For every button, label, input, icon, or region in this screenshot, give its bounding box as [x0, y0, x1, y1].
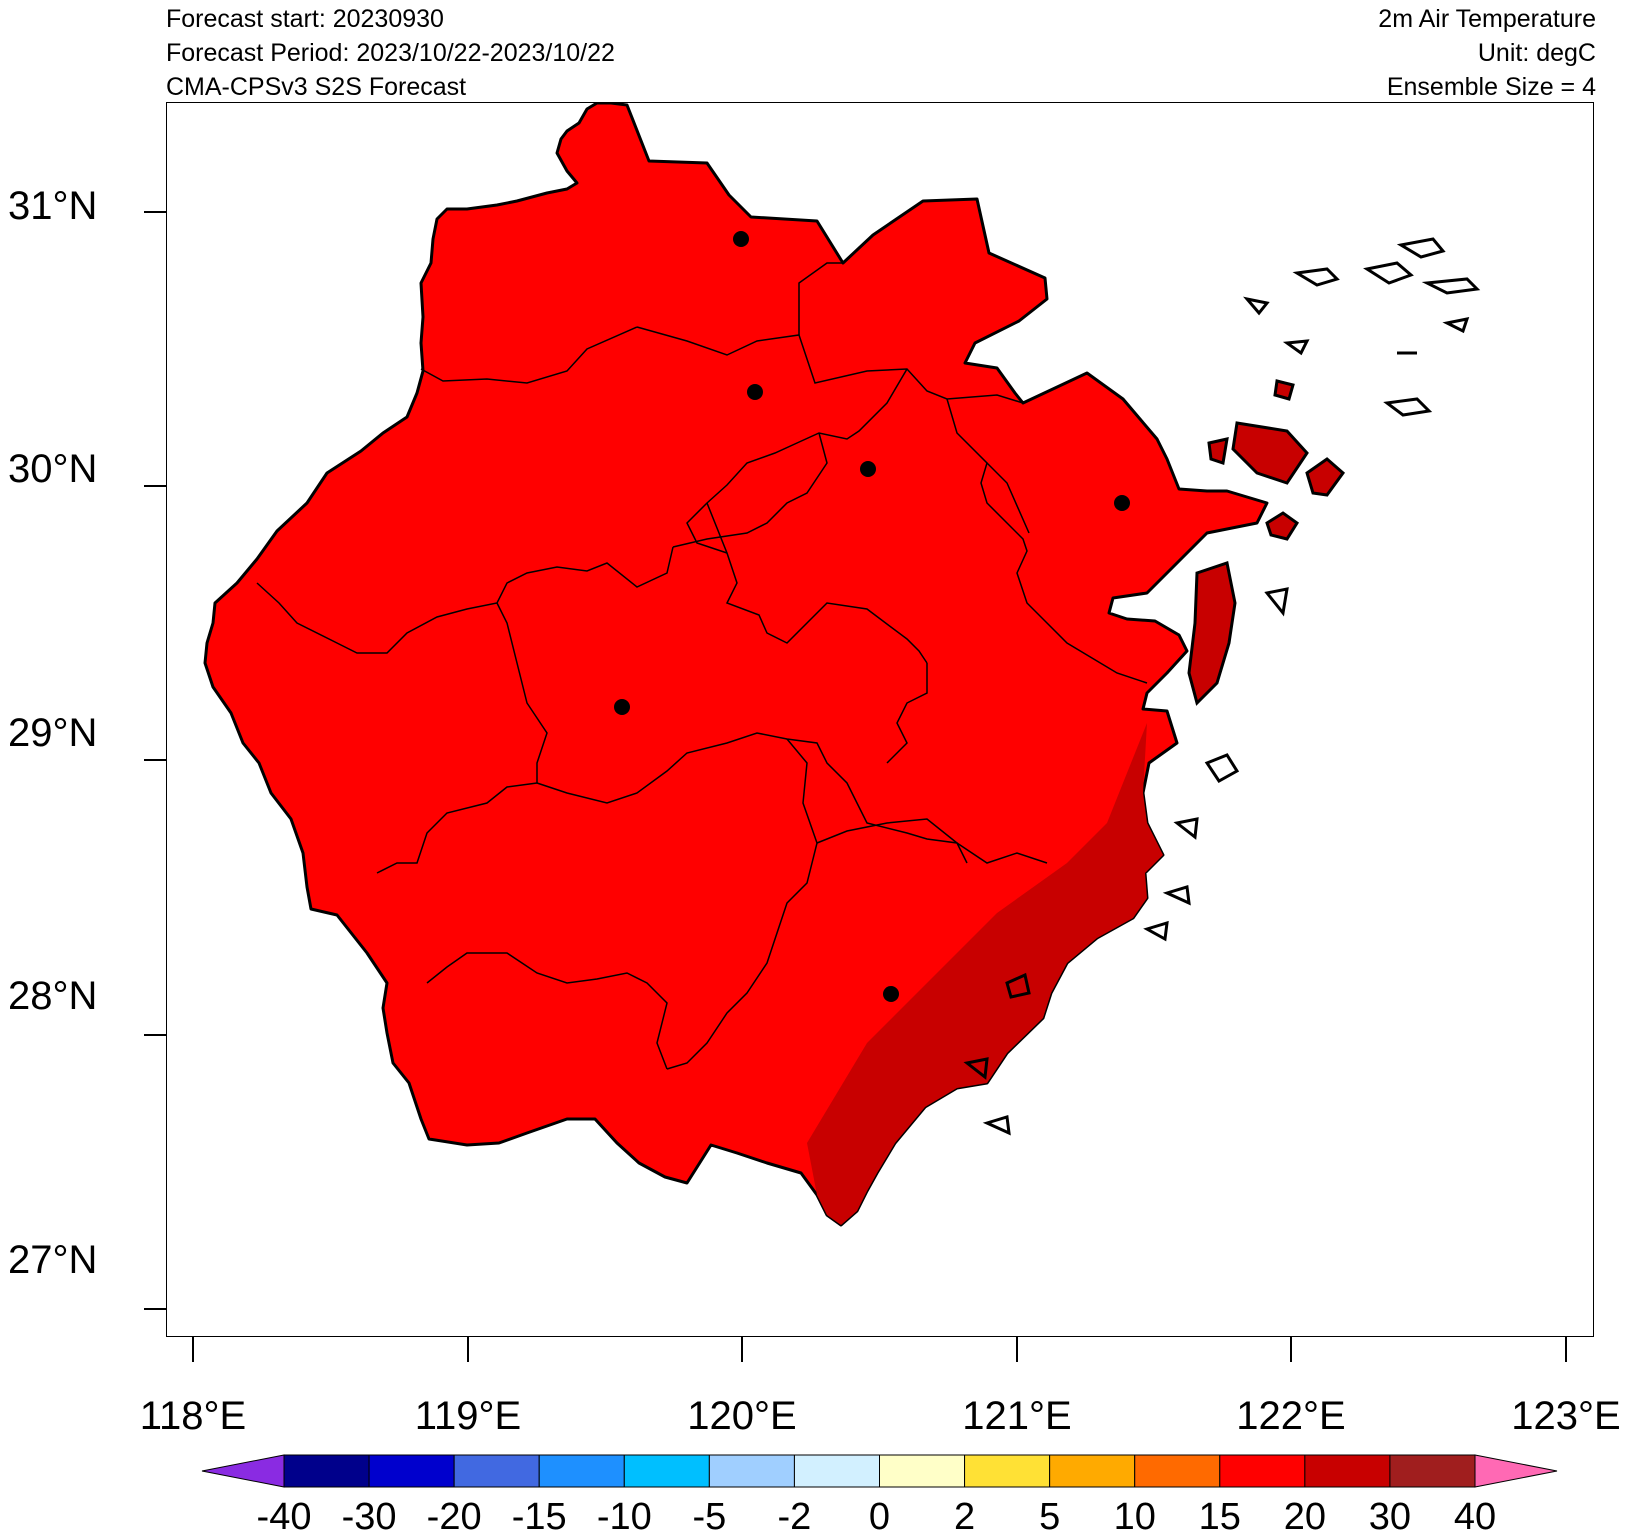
colorbar-tick-label: -15 [511, 1496, 567, 1538]
colorbar-tick-label: 20 [1283, 1496, 1326, 1538]
colorbar-box [879, 1454, 966, 1488]
colorbar-box [1049, 1454, 1136, 1488]
colorbar-box [453, 1454, 540, 1488]
colorbar-tick-label: 30 [1368, 1496, 1412, 1538]
ensemble-label: Ensemble Size = 4 [1386, 73, 1596, 101]
lon-tick-label: 120°E [687, 1394, 797, 1438]
colorbar-tick-label: -40 [256, 1496, 312, 1538]
city-marker-huzhou [733, 231, 749, 247]
colorbar-box [964, 1454, 1051, 1488]
colorbar-box [538, 1454, 625, 1488]
forecast-period-label: Forecast Period: 2023/10/22-2023/10/22 [166, 39, 615, 67]
city-marker-taizhou [883, 986, 899, 1002]
colorbar-box [1219, 1454, 1306, 1488]
colorbar-tick-label: -5 [692, 1496, 727, 1538]
colorbar-tick-label: -30 [341, 1496, 397, 1538]
colorbar-tick-label: 2 [953, 1496, 976, 1538]
city-markers [614, 231, 1130, 1002]
colorbar-box [1134, 1454, 1221, 1488]
prefecture-boundaries [256, 262, 1148, 1070]
colorbar-tick-label: -2 [777, 1496, 812, 1538]
lon-tick-label: 123°E [1511, 1394, 1621, 1438]
lat-tick-label: 30°N [8, 447, 98, 491]
province-fill [203, 103, 1269, 1227]
colorbar-box [1389, 1454, 1476, 1488]
zhejiang-temperature-map [203, 103, 1481, 1227]
colorbar-low-triangle [201, 1454, 285, 1488]
colorbar-tick-label: -10 [596, 1496, 652, 1538]
lat-tick-label: 27°N [8, 1238, 98, 1282]
colorbar-tick-label: 15 [1198, 1496, 1241, 1538]
small-islets [963, 237, 1481, 1136]
colorbar-box [793, 1454, 881, 1488]
coastal-warm-band [807, 723, 1163, 1225]
header-left: Forecast start: 20230930 Forecast Period… [166, 2, 615, 104]
colorbar [201, 1454, 1558, 1488]
lat-tick-label: 31°N [8, 184, 98, 228]
city-marker-jinhua [614, 699, 630, 715]
colorbar-box [708, 1454, 795, 1488]
colorbar-tick-label: 5 [1039, 1496, 1061, 1538]
header-right: 2m Air Temperature Unit: degC Ensemble S… [1378, 2, 1596, 104]
lat-tick-label: 29°N [8, 711, 98, 755]
colorbar-tick-label: -20 [426, 1496, 482, 1538]
unit-label: Unit: degC [1477, 39, 1596, 67]
model-label: CMA-CPSv3 S2S Forecast [166, 73, 467, 101]
lat-tick-label: 28°N [8, 974, 98, 1018]
lon-tick-label: 121°E [962, 1394, 1072, 1438]
colorbar-tick-label: 0 [868, 1496, 891, 1538]
colorbar-box [368, 1454, 455, 1488]
colorbar-box [1304, 1454, 1391, 1488]
lon-tick-label: 122°E [1236, 1394, 1346, 1438]
map-plot-area [166, 102, 1594, 1337]
city-marker-ningbo [1114, 495, 1130, 511]
city-marker-hangzhou [747, 384, 763, 400]
colorbar-tick-label: 10 [1113, 1496, 1156, 1538]
lon-tick-label: 119°E [414, 1394, 522, 1438]
forecast-start-label: Forecast start: 20230930 [166, 5, 444, 33]
lon-tick-label: 118°E [139, 1394, 247, 1438]
variable-label: 2m Air Temperature [1378, 5, 1596, 33]
city-marker-shaoxing [860, 461, 876, 477]
islands [1187, 379, 1346, 706]
colorbar-high-triangle [1474, 1454, 1558, 1488]
colorbar-tick-label: 40 [1453, 1496, 1497, 1538]
colorbar-box [283, 1454, 370, 1488]
colorbar-box [623, 1454, 710, 1488]
